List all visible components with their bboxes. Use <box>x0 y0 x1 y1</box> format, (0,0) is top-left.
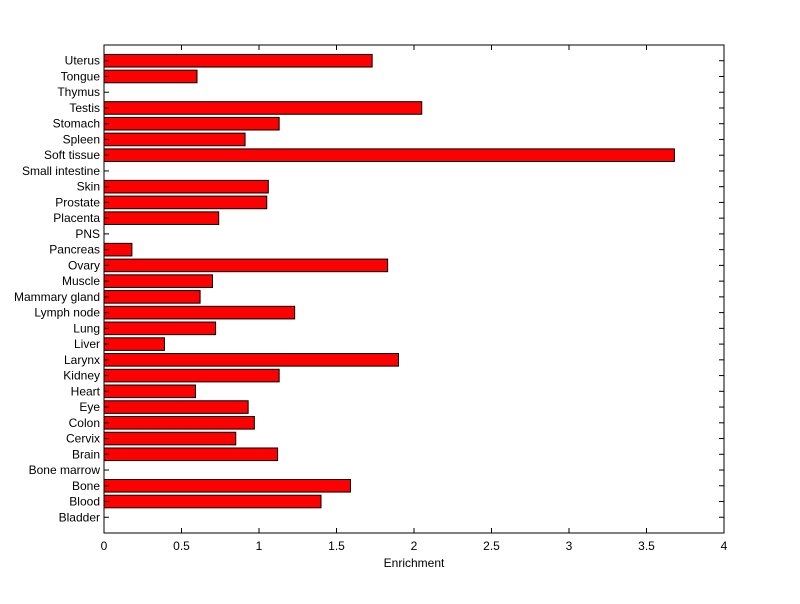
y-tick-label-placenta: Placenta <box>53 211 100 225</box>
bar-skin <box>103 179 269 194</box>
y-tick-label-lung: Lung <box>73 321 100 335</box>
y-tick-label-pns: PNS <box>75 227 100 241</box>
y-tick-label-colon: Colon <box>69 416 100 430</box>
y-tick-label-pancreas: Pancreas <box>49 243 100 257</box>
x-tick-label: 4 <box>721 539 728 553</box>
y-tick-label-heart: Heart <box>71 384 101 398</box>
x-tick-label: 0.5 <box>173 539 190 553</box>
y-tick-label-muscle: Muscle <box>62 274 100 288</box>
y-tick-label-lymph-node: Lymph node <box>34 306 100 320</box>
x-tick-label: 1 <box>256 539 263 553</box>
bar-muscle <box>103 274 213 288</box>
y-tick-label-uterus: Uterus <box>65 54 100 68</box>
x-tick-label: 1.5 <box>328 539 345 553</box>
x-tick-label: 0 <box>101 539 108 553</box>
bar-prostate <box>103 195 268 210</box>
y-tick-label-testis: Testis <box>69 101 100 115</box>
bar-stomach <box>103 116 280 131</box>
bar-brain <box>103 447 279 462</box>
y-tick-label-ovary: Ovary <box>68 258 100 272</box>
bar-blood <box>103 494 322 509</box>
y-tick-label-skin: Skin <box>77 180 100 194</box>
y-tick-label-prostate: Prostate <box>55 195 100 209</box>
bar-mammary-gland <box>103 290 201 304</box>
bar-larynx <box>103 353 399 367</box>
bar-bone <box>103 478 351 493</box>
y-tick-label-cervix: Cervix <box>66 432 100 446</box>
bar-eye <box>103 400 249 414</box>
bar-uterus <box>103 53 373 68</box>
bar-lung <box>103 321 217 336</box>
y-tick-label-brain: Brain <box>72 447 100 461</box>
bar-lymph-node <box>103 305 296 320</box>
x-axis-ticks: 0 0.5 1 1.5 2 2.5 3 3.5 4 <box>101 45 728 553</box>
bar-liver <box>103 337 165 351</box>
bar-testis <box>103 101 423 115</box>
y-tick-label-larynx: Larynx <box>64 353 100 367</box>
y-tick-label-bone-marrow: Bone marrow <box>29 463 101 477</box>
x-tick-label: 2 <box>411 539 418 553</box>
bar-cervix <box>103 431 237 446</box>
y-tick-label-bone: Bone <box>72 479 100 493</box>
bar-placenta <box>103 211 220 225</box>
x-tick-label: 2.5 <box>483 539 500 553</box>
bar-heart <box>103 384 196 399</box>
bar-tongue <box>103 69 198 84</box>
bar-ovary <box>103 258 389 273</box>
plot-frame <box>103 44 725 534</box>
y-tick-label-kidney: Kidney <box>63 369 100 383</box>
bar-soft-tissue <box>103 148 675 162</box>
y-tick-label-mammary-gland: Mammary gland <box>14 290 100 304</box>
y-tick-label-blood: Blood <box>69 495 100 509</box>
y-tick-label-soft-tissue: Soft tissue <box>44 148 100 162</box>
bar-spleen <box>103 132 246 147</box>
y-tick-label-small-intestine: Small intestine <box>22 164 100 178</box>
x-tick-label: 3.5 <box>638 539 655 553</box>
y-tick-label-stomach: Stomach <box>53 117 100 131</box>
y-tick-label-bladder: Bladder <box>59 510 100 524</box>
y-tick-label-tongue: Tongue <box>61 69 101 83</box>
x-tick-label: 3 <box>566 539 573 553</box>
bar-kidney <box>103 368 280 383</box>
x-axis-label: Enrichment <box>384 556 445 570</box>
y-tick-label-liver: Liver <box>74 337 100 351</box>
bar-colon <box>103 416 255 430</box>
y-tick-label-eye: Eye <box>79 400 100 414</box>
y-tick-label-thymus: Thymus <box>57 85 100 99</box>
y-tick-label-spleen: Spleen <box>63 132 100 146</box>
